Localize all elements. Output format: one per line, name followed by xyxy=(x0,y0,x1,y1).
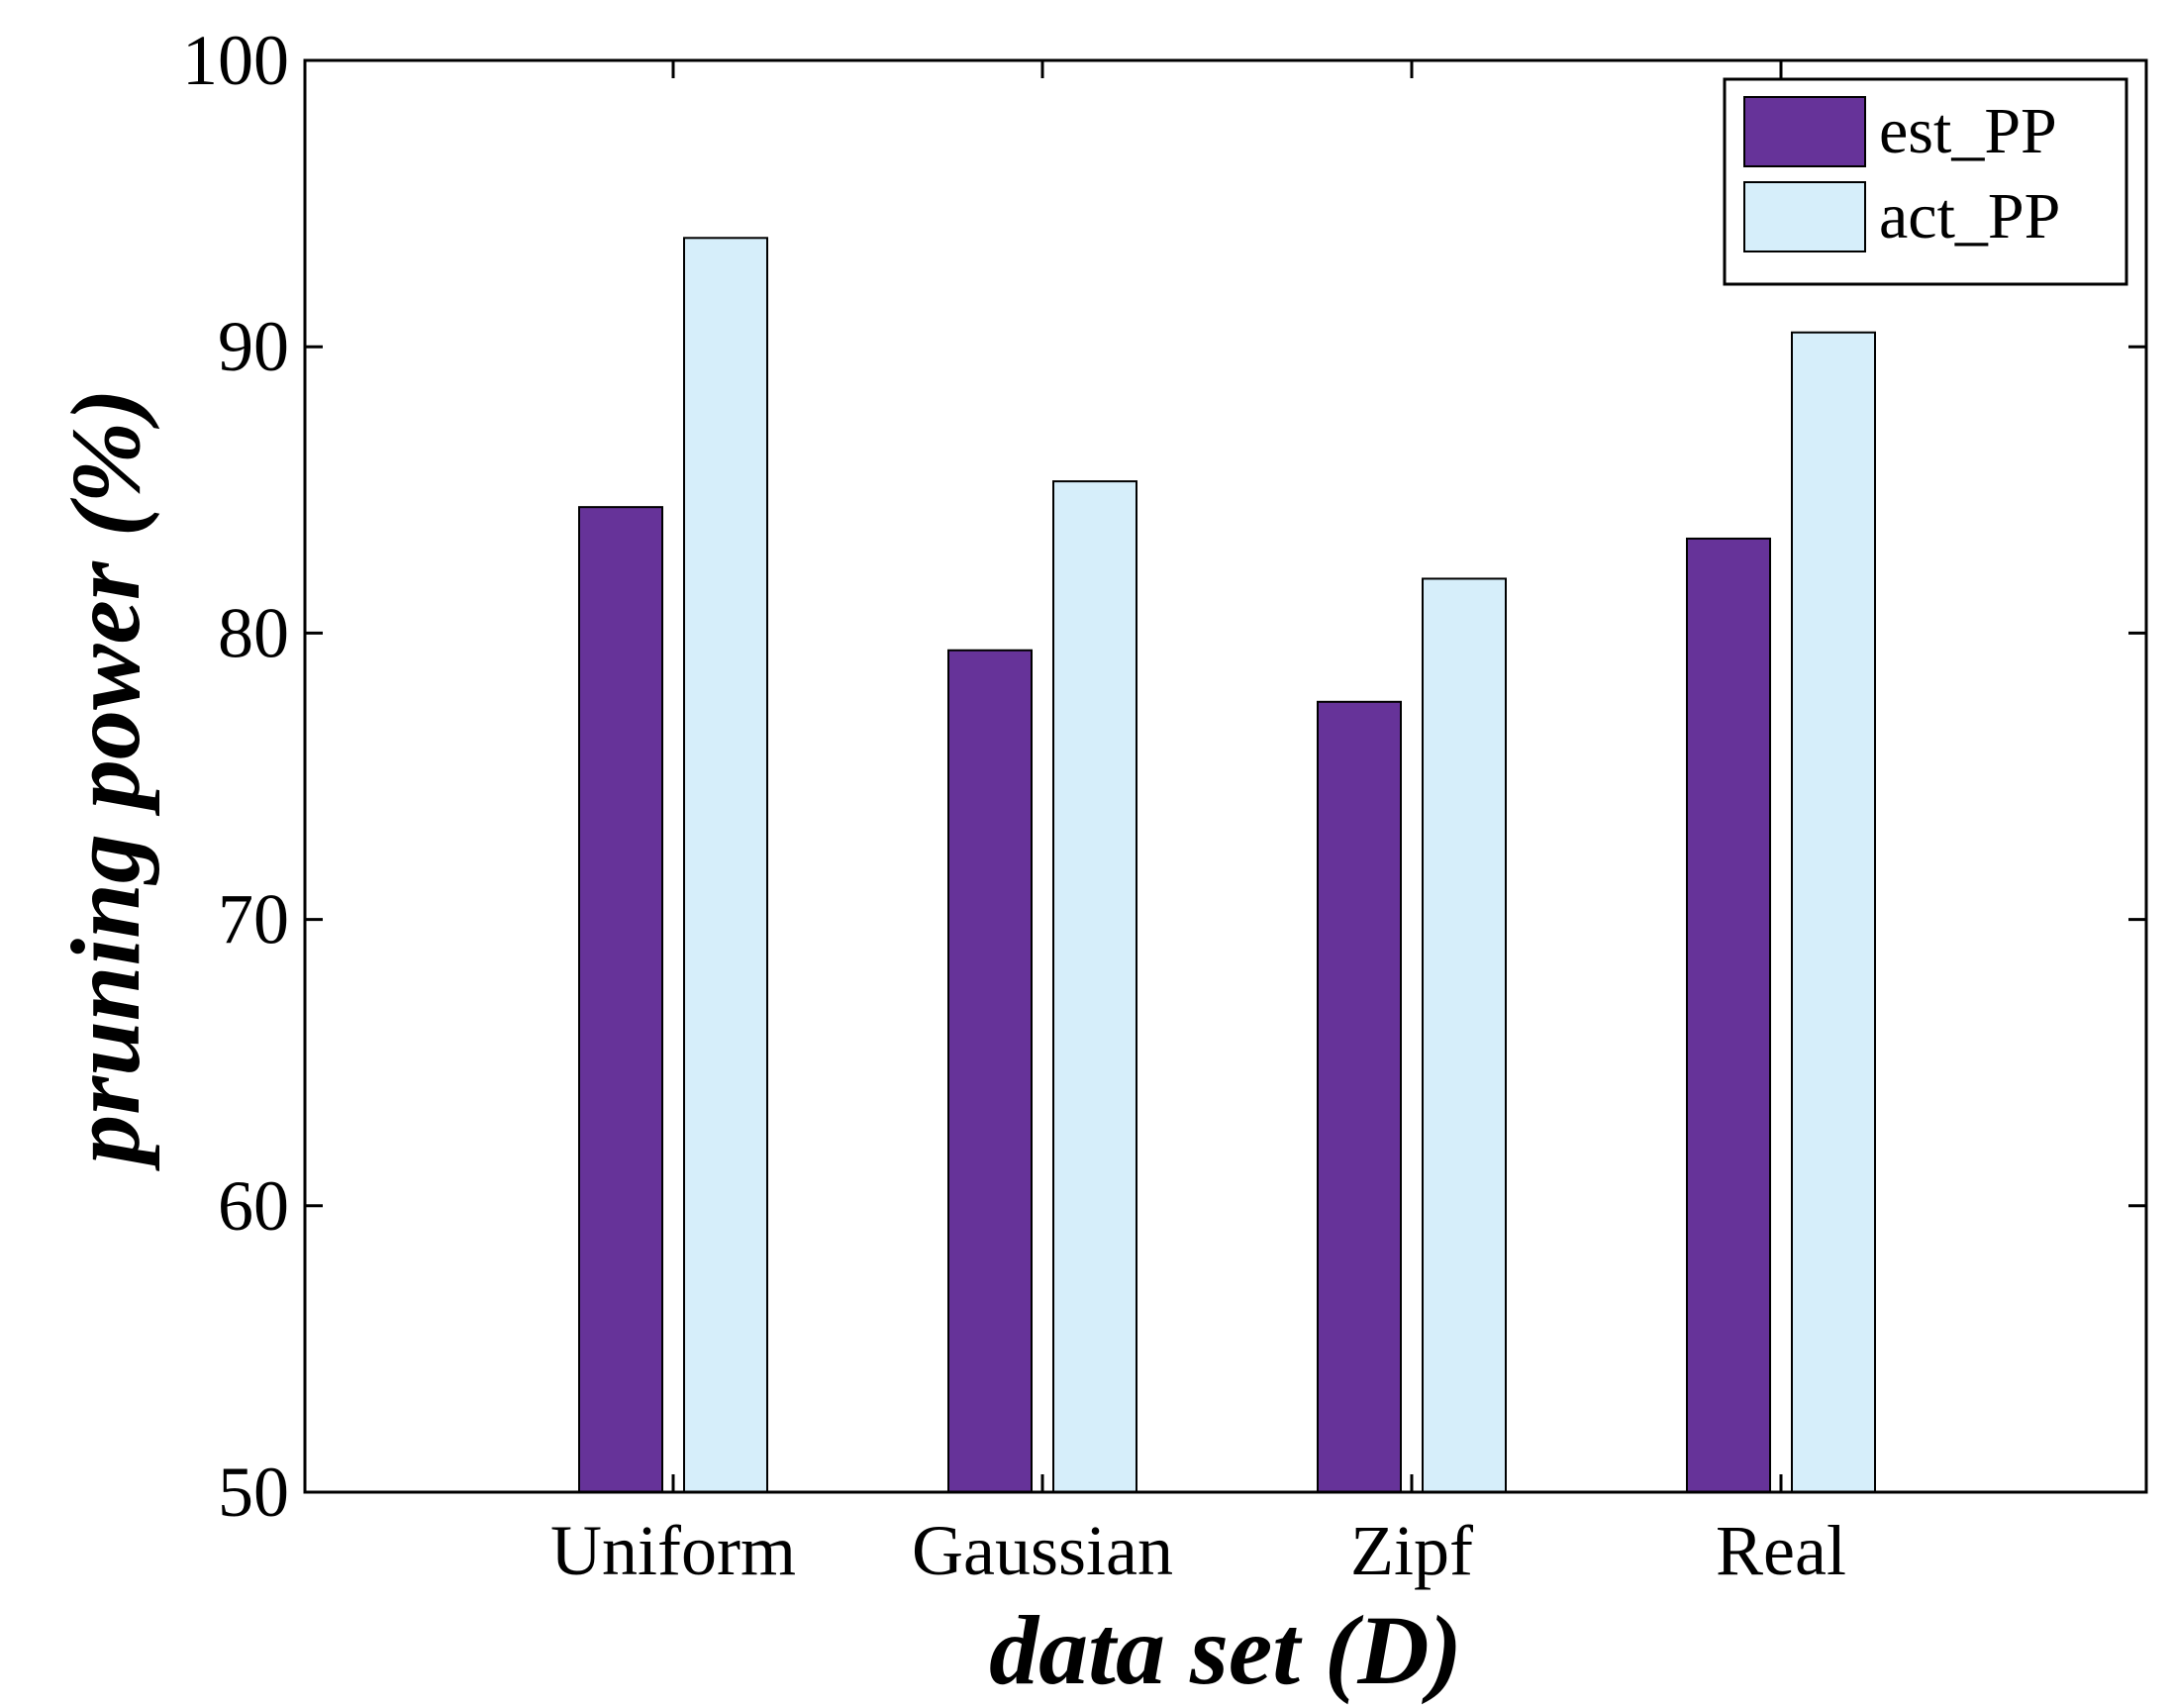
x-axis-title: data set (D) xyxy=(989,1595,1462,1705)
y-tick-label: 70 xyxy=(218,880,289,959)
x-tick-label: Gaussian xyxy=(912,1511,1173,1590)
bar-act-pp-zipf xyxy=(1422,577,1507,1493)
x-tick-label: Uniform xyxy=(550,1511,796,1590)
bar-act-pp-gaussian xyxy=(1052,480,1137,1493)
y-tick-label: 50 xyxy=(218,1453,289,1532)
bars-layer xyxy=(578,237,1876,1494)
x-axis-ticks: Uniform Gaussian Zipf Real xyxy=(550,60,1846,1590)
x-tick-label: Real xyxy=(1716,1511,1846,1590)
axes-layer xyxy=(303,58,2148,1494)
legend-swatch-est-pp xyxy=(1743,96,1866,167)
legend-label-act-pp: act_PP xyxy=(1879,180,2060,252)
x-tick-label: Zipf xyxy=(1350,1511,1473,1590)
y-tick-label: 100 xyxy=(182,21,289,100)
y-tick-label: 80 xyxy=(218,593,289,672)
y-tick-label: 90 xyxy=(218,307,289,386)
legend-label-est-pp: est_PP xyxy=(1879,95,2057,167)
y-axis-title: pruning power (%) xyxy=(50,388,160,1171)
plot-frame xyxy=(303,58,2148,1494)
bar-est-pp-zipf xyxy=(1317,700,1402,1493)
y-tick-label: 60 xyxy=(218,1166,289,1246)
bar-act-pp-uniform xyxy=(683,237,768,1494)
bar-est-pp-gaussian xyxy=(947,649,1033,1493)
legend-swatch-act-pp xyxy=(1743,181,1866,252)
y-axis-ticks: 50 60 70 80 90 100 xyxy=(182,21,2146,1532)
legend: est_PP act_PP xyxy=(1723,77,2128,286)
bar-est-pp-real xyxy=(1686,537,1771,1493)
bar-est-pp-uniform xyxy=(578,506,663,1493)
bar-act-pp-real xyxy=(1791,331,1876,1493)
